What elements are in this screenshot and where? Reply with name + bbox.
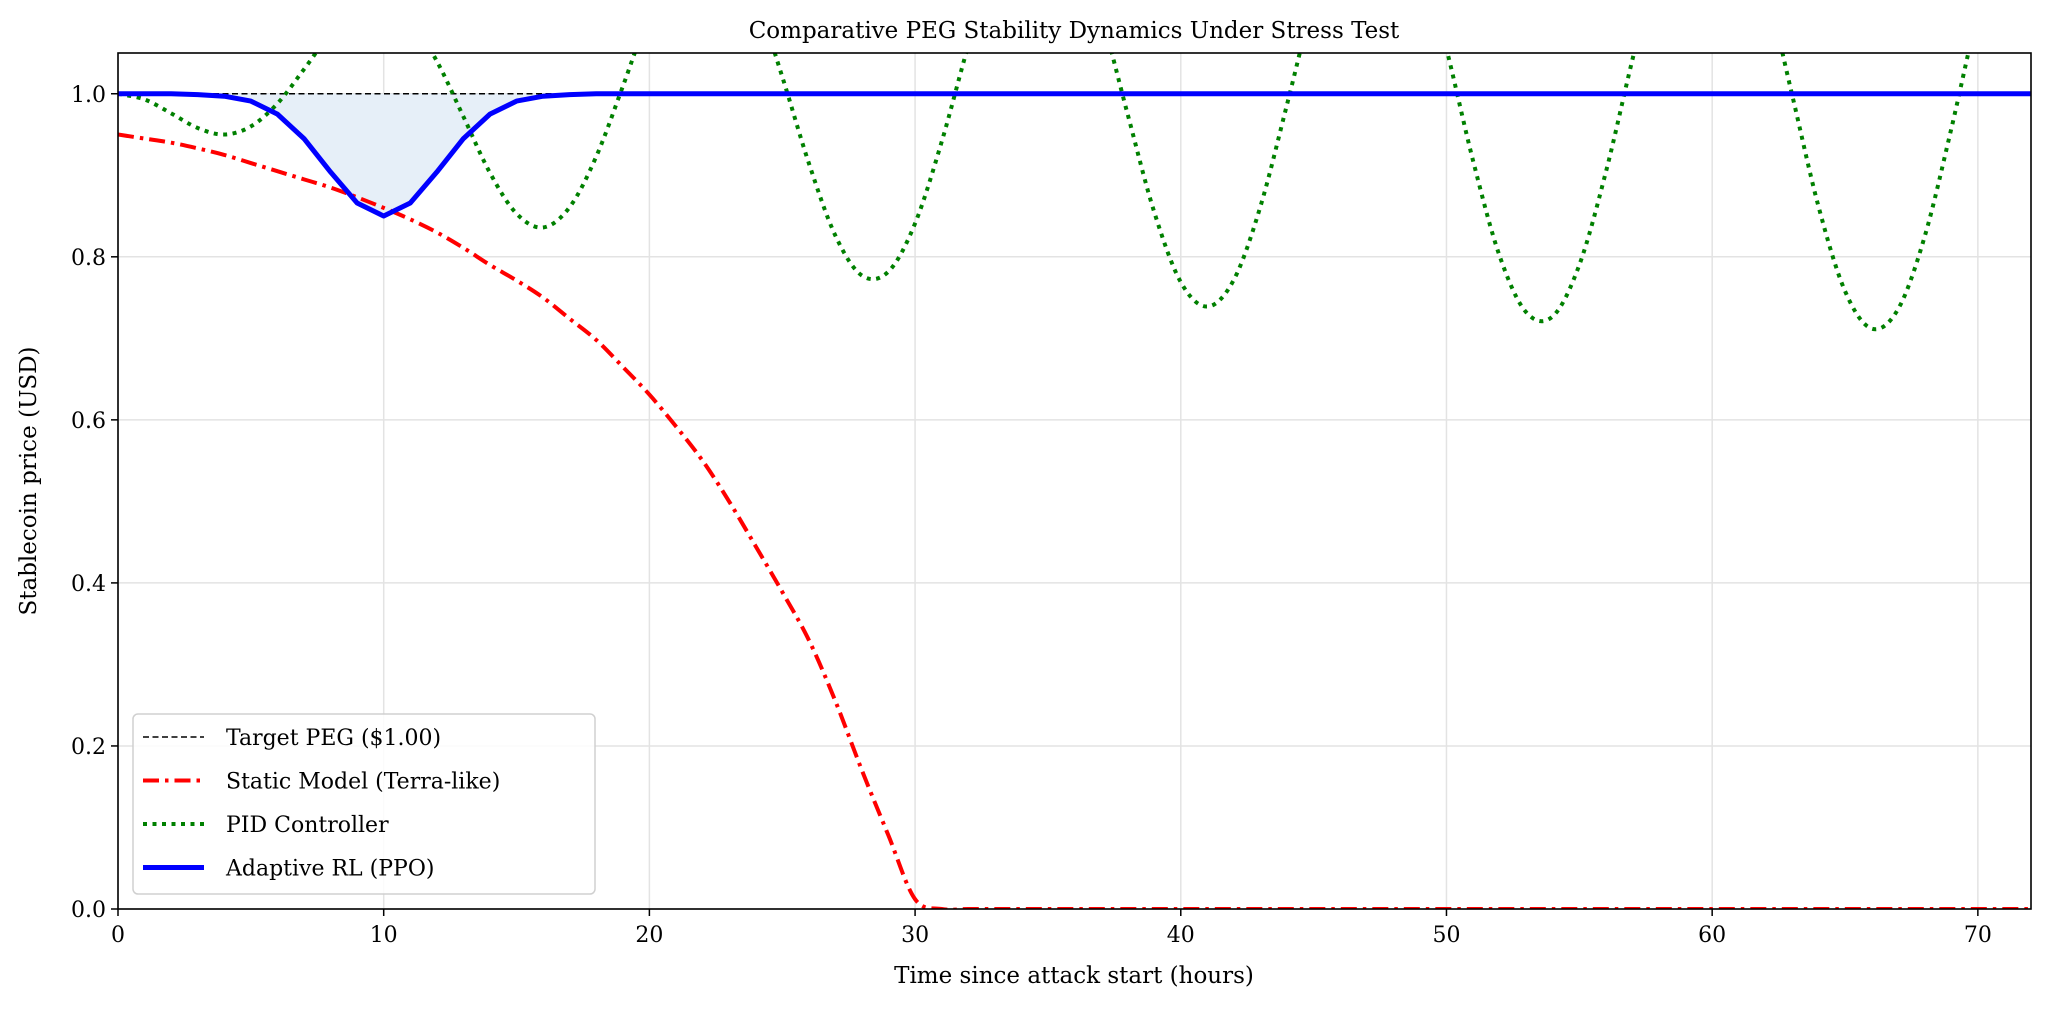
legend: Target PEG ($1.00) Static Model (Terra-li…: [132, 713, 596, 895]
legend-box: [132, 713, 596, 895]
legend-item: PID Controller: [143, 813, 389, 838]
chart-title: Comparative PEG Stability Dynamics Under…: [749, 18, 1400, 44]
y-tick-label: 0.8: [71, 246, 106, 271]
series-line-adaptive-rl-ppo: [118, 91, 2031, 219]
x-tick-label: 70: [1964, 923, 1992, 948]
x-tick-label: 20: [635, 923, 663, 948]
shaded-deviation-region: [171, 93, 597, 217]
legend-item: Target PEG ($1.00): [143, 726, 441, 751]
y-tick-label: 0.4: [71, 572, 106, 597]
x-tick-label: 30: [901, 923, 929, 948]
x-axis-label: Time since attack start (hours): [894, 963, 1254, 989]
legend-label: Adaptive RL (PPO): [225, 857, 434, 882]
y-tick-label: 0.2: [71, 735, 106, 760]
plot-area: [118, 53, 2031, 909]
y-tick-label: 0.0: [71, 898, 106, 923]
y-tick-label: 0.6: [71, 409, 106, 434]
legend-label: PID Controller: [226, 813, 389, 838]
plot-frame: [117, 52, 2032, 910]
legend-item: Adaptive RL (PPO): [143, 857, 434, 882]
x-tick-label: 60: [1698, 923, 1726, 948]
y-tick-label: 1.0: [71, 83, 106, 108]
x-tick-label: 40: [1167, 923, 1195, 948]
x-tick-label: 50: [1432, 923, 1460, 948]
legend-label: Static Model (Terra-like): [226, 770, 500, 795]
y-axis-label: Stablecoin price (USD): [16, 346, 42, 615]
legend-item: Static Model (Terra-like): [143, 770, 500, 795]
x-tick-label: 0: [111, 923, 125, 948]
x-tick-label: 10: [370, 923, 398, 948]
series-line-pid-controller: [118, 53, 1971, 332]
legend-label: Target PEG ($1.00): [226, 726, 441, 751]
ticks: 0 10 20 30 40 50 60 70 0.0 0.2 0.4 0.6 0.8 1.0: [71, 83, 1992, 948]
